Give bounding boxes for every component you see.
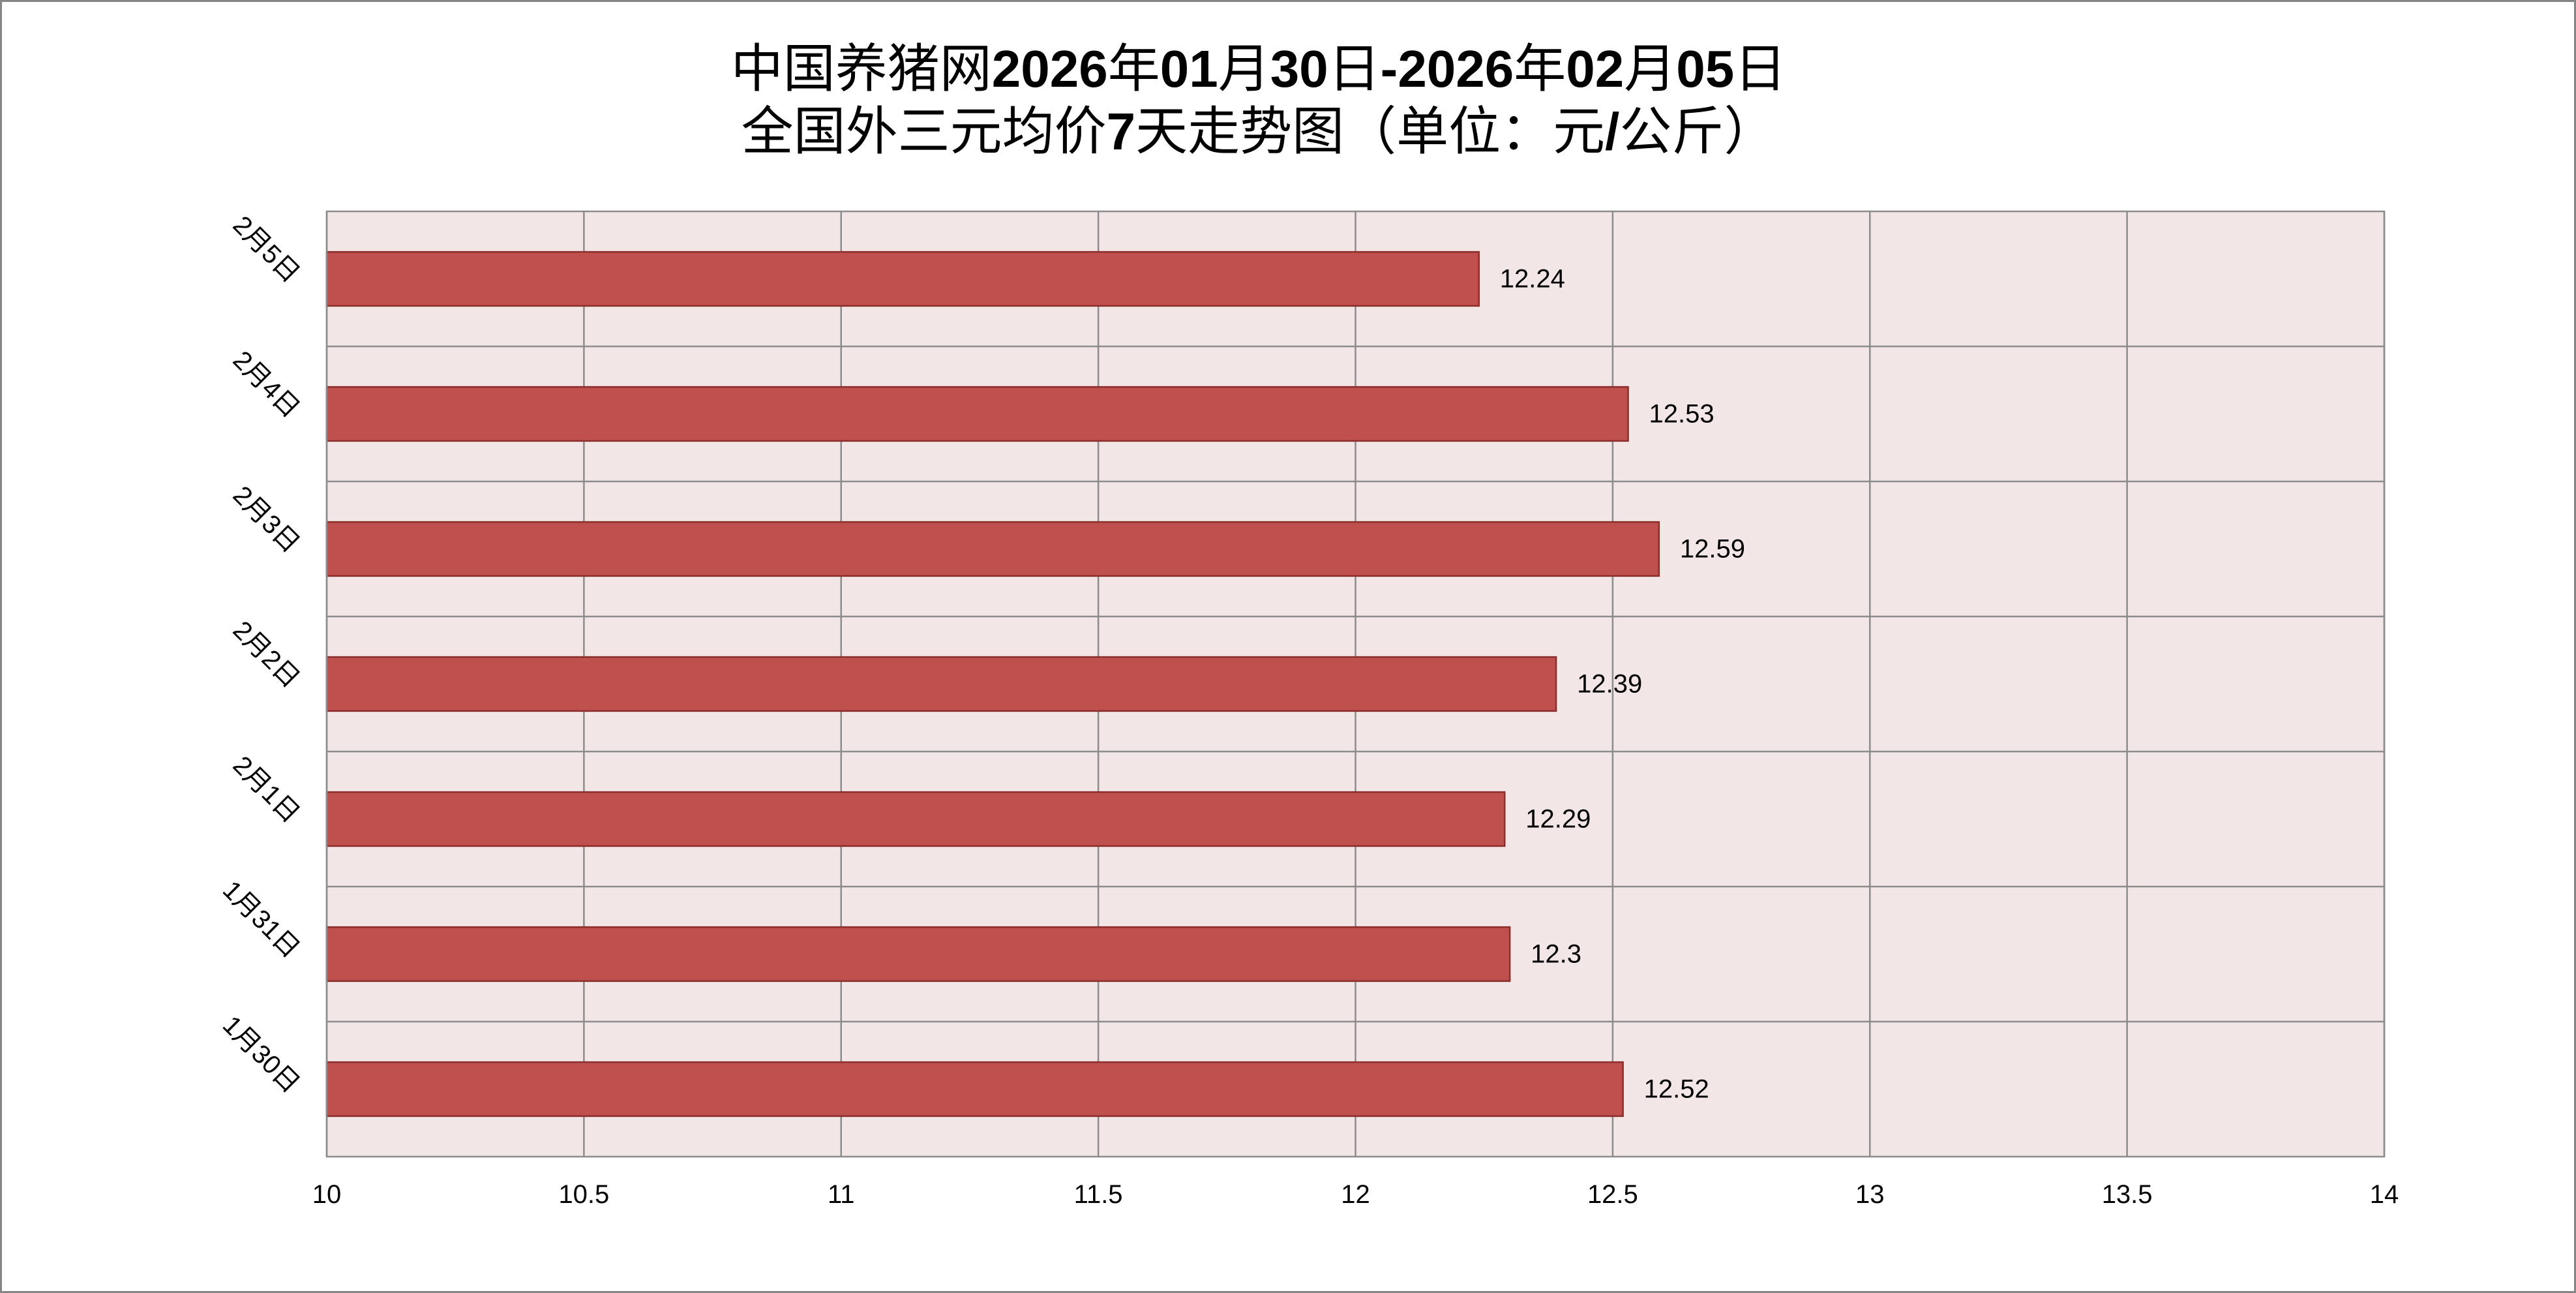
- title-text-run: 05: [1676, 40, 1734, 98]
- x-tick-label: 11: [828, 1180, 855, 1209]
- title-text-run: 公斤）: [1619, 102, 1776, 160]
- title-text-run: 年: [1514, 40, 1566, 98]
- title-text-run: 01: [1160, 40, 1218, 98]
- title-text-run: 中国养猪网: [731, 40, 992, 98]
- data-label: 12.29: [1525, 805, 1591, 834]
- title-text-run: -2026: [1381, 40, 1514, 98]
- x-axis-tick-labels: 10 10.5 11 11.5 12 12.5 13 13.5 14: [312, 1180, 2399, 1209]
- plot-area: 12.52 12.3 12.29 12.39 12.59 12.53 12.24: [325, 210, 2386, 1158]
- x-tick-label: 12: [1341, 1180, 1370, 1209]
- title-text-run: 30: [1270, 40, 1328, 98]
- data-label: 12.52: [1644, 1075, 1709, 1104]
- title-text-run: /: [1605, 102, 1619, 160]
- data-label: 12.39: [1577, 670, 1642, 699]
- bar: [325, 791, 1506, 847]
- x-tick-label: 12.5: [1587, 1180, 1638, 1209]
- title-text-run: 全国外三元均价: [741, 102, 1107, 160]
- title-text-run: 日: [1734, 40, 1786, 98]
- title-text-run: 日: [1328, 40, 1381, 98]
- bar: [325, 926, 1511, 982]
- title-text-run: 月: [1624, 40, 1676, 98]
- x-tick-label: 14: [2370, 1180, 2399, 1209]
- plot-border: [325, 210, 2386, 1158]
- gridlines: [325, 211, 2386, 1157]
- data-label: 12.53: [1649, 400, 1715, 429]
- x-tick-label: 13: [1855, 1180, 1885, 1209]
- data-label: 12.59: [1680, 535, 1745, 564]
- bar: [325, 386, 1629, 442]
- title-text-run: 02: [1566, 40, 1624, 98]
- data-labels: 12.52 12.3 12.29 12.39 12.59 12.53 12.24: [1500, 265, 1745, 1104]
- x-tick-label: 10: [312, 1180, 342, 1209]
- title-text-run: 天走势图（单位：元: [1135, 102, 1605, 160]
- data-label: 12.3: [1531, 940, 1581, 969]
- title-text-run: 年: [1108, 40, 1160, 98]
- bar: [325, 521, 1660, 577]
- x-tick-label: 11.5: [1074, 1180, 1123, 1209]
- x-tick-label: 13.5: [2102, 1180, 2153, 1209]
- bar: [325, 656, 1557, 712]
- bars: [325, 251, 1660, 1118]
- chart-title: 中国养猪网2026年01月30日-2026年02月05日: [731, 40, 1787, 98]
- x-tick-label: 10.5: [558, 1180, 609, 1209]
- title-text-run: 7: [1107, 102, 1136, 160]
- title-text-run: 月: [1218, 40, 1270, 98]
- title-text-run: 2026: [992, 40, 1108, 98]
- data-label: 12.24: [1500, 265, 1565, 294]
- bar: [325, 1061, 1624, 1118]
- chart-subtitle: 全国外三元均价7天走势图（单位：元/公斤）: [741, 102, 1776, 160]
- bar: [325, 251, 1480, 307]
